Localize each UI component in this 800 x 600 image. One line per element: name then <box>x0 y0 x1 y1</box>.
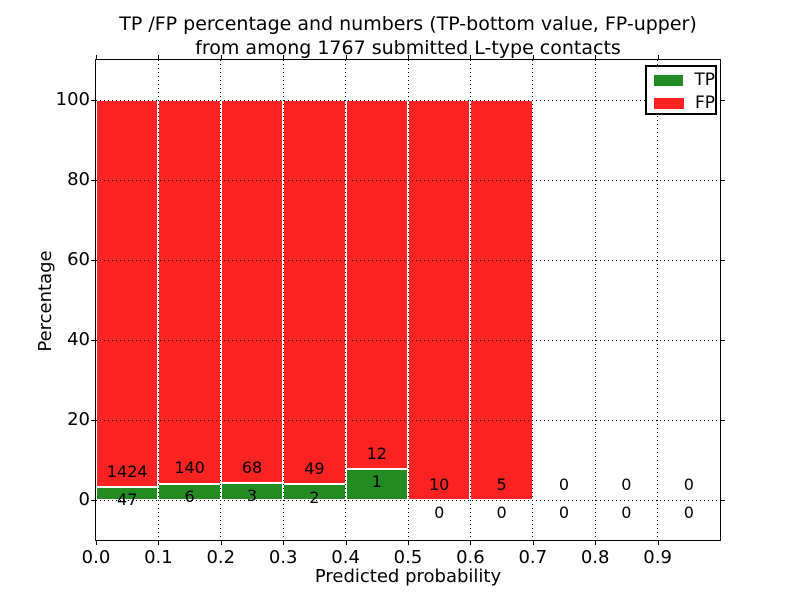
tp-count-label: 3 <box>246 486 258 506</box>
x-tick-top <box>283 55 285 59</box>
x-tick-label: 0.0 <box>81 547 111 568</box>
x-tick <box>595 541 597 545</box>
y-tick <box>91 340 95 341</box>
x-tick-label: 0.4 <box>331 547 360 568</box>
bar-segment-tp <box>283 484 346 500</box>
x-tick <box>657 541 659 545</box>
y-tick-right <box>721 260 725 261</box>
x-tick-label: 0.8 <box>580 547 610 568</box>
fp-count-label: 0 <box>621 474 632 494</box>
x-tick-top <box>657 55 659 59</box>
legend-label-tp: TP <box>694 70 715 90</box>
bar-segment-fp <box>96 100 159 488</box>
y-tick-label: 20 <box>67 409 90 430</box>
y-axis-label: Percentage <box>35 250 56 352</box>
x-tick-top <box>345 55 347 59</box>
bar-segment-fp <box>470 100 533 500</box>
x-tick-top <box>408 55 409 59</box>
bar-segment-tp <box>96 487 159 500</box>
fp-count-label: 12 <box>366 444 387 464</box>
fp-count-label: 0 <box>683 474 694 494</box>
tp-count-label: 0 <box>683 503 694 523</box>
tp-count-label: 2 <box>309 487 320 507</box>
legend-label-fp: FP <box>694 93 715 113</box>
chart-title-line2: from among 1767 submitted L-type contact… <box>195 37 621 59</box>
fp-count-label: 49 <box>304 459 325 479</box>
tp-count-label: 0 <box>496 503 507 523</box>
x-tick-label: 0.2 <box>206 547 236 568</box>
fp-count-label: 5 <box>496 474 507 494</box>
tp-count-label: 6 <box>184 486 195 506</box>
x-tick <box>408 541 409 545</box>
x-tick-label: 0.9 <box>643 547 672 568</box>
x-tick-label: 0.5 <box>393 547 423 568</box>
y-tick <box>91 180 95 181</box>
x-tick-top <box>532 55 534 59</box>
tp-count-label: 1 <box>371 472 382 492</box>
bar-segment-fp <box>345 100 408 470</box>
tp-count-label: 0 <box>558 503 570 523</box>
y-tick-label: 100 <box>55 89 90 110</box>
y-tick-label: 80 <box>67 169 90 190</box>
y-tick <box>91 500 95 501</box>
fp-count-label: 68 <box>241 457 263 477</box>
bar-segment-tp <box>345 469 408 500</box>
chart-title: TP /FP percentage and numbers (TP-bottom… <box>96 12 720 60</box>
tp-legend-swatch-icon <box>654 75 684 86</box>
y-tick-right <box>721 180 725 181</box>
x-tick-top <box>470 55 472 59</box>
x-tick <box>283 541 285 545</box>
x-tick <box>220 541 222 545</box>
x-tick-top <box>220 55 222 59</box>
x-tick <box>532 541 534 545</box>
x-tick-label: 0.1 <box>144 547 173 568</box>
y-tick <box>91 420 95 421</box>
bar-segment-fp <box>408 100 471 500</box>
bar-segment-tp <box>220 483 284 500</box>
fp-count-label: 140 <box>174 458 205 478</box>
y-tick-label: 60 <box>67 249 90 270</box>
x-tick-label: 0.3 <box>268 547 298 568</box>
bar-segment-fp <box>220 100 284 484</box>
x-tick <box>96 541 97 545</box>
y-tick-label: 40 <box>67 329 90 350</box>
y-tick-right <box>721 340 725 341</box>
fp-count-label: 10 <box>429 474 450 494</box>
y-tick <box>91 100 95 101</box>
x-tick-top <box>158 55 160 59</box>
legend: TP FP <box>645 65 717 115</box>
x-tick <box>470 541 472 545</box>
y-tick-right <box>721 100 725 101</box>
y-tick-label: 0 <box>78 489 90 510</box>
y-tick <box>91 260 95 261</box>
fp-count-label: 1424 <box>106 462 148 482</box>
x-tick-top <box>96 55 97 59</box>
fp-count-label: 0 <box>558 474 570 494</box>
x-tick <box>158 541 160 545</box>
x-tick-top <box>595 55 597 59</box>
tp-count-label: 0 <box>621 503 632 523</box>
chart-title-line1: TP /FP percentage and numbers (TP-bottom… <box>119 13 697 35</box>
y-tick-right <box>721 500 725 501</box>
legend-item-tp: TP <box>647 71 715 90</box>
x-axis-label: Predicted probability <box>314 566 502 587</box>
x-tick <box>345 541 347 545</box>
x-tick-label: 0.7 <box>518 547 548 568</box>
legend-item-fp: FP <box>647 94 715 113</box>
tp-count-label: 0 <box>434 503 445 523</box>
fp-legend-swatch-icon <box>654 98 684 109</box>
y-tick-right <box>721 420 725 421</box>
bar-count-labels-layer: 1424 47 140 6 68 3 49 2 12 1 10 0 5 0 0 0 0 0 0 0 <box>96 60 720 540</box>
x-tick-label: 0.6 <box>456 547 485 568</box>
plot-area: 1424 47 140 6 68 3 49 2 12 1 10 0 5 0 0 0 0 0 0 0 <box>95 59 721 541</box>
bar-segment-tp <box>158 483 221 500</box>
